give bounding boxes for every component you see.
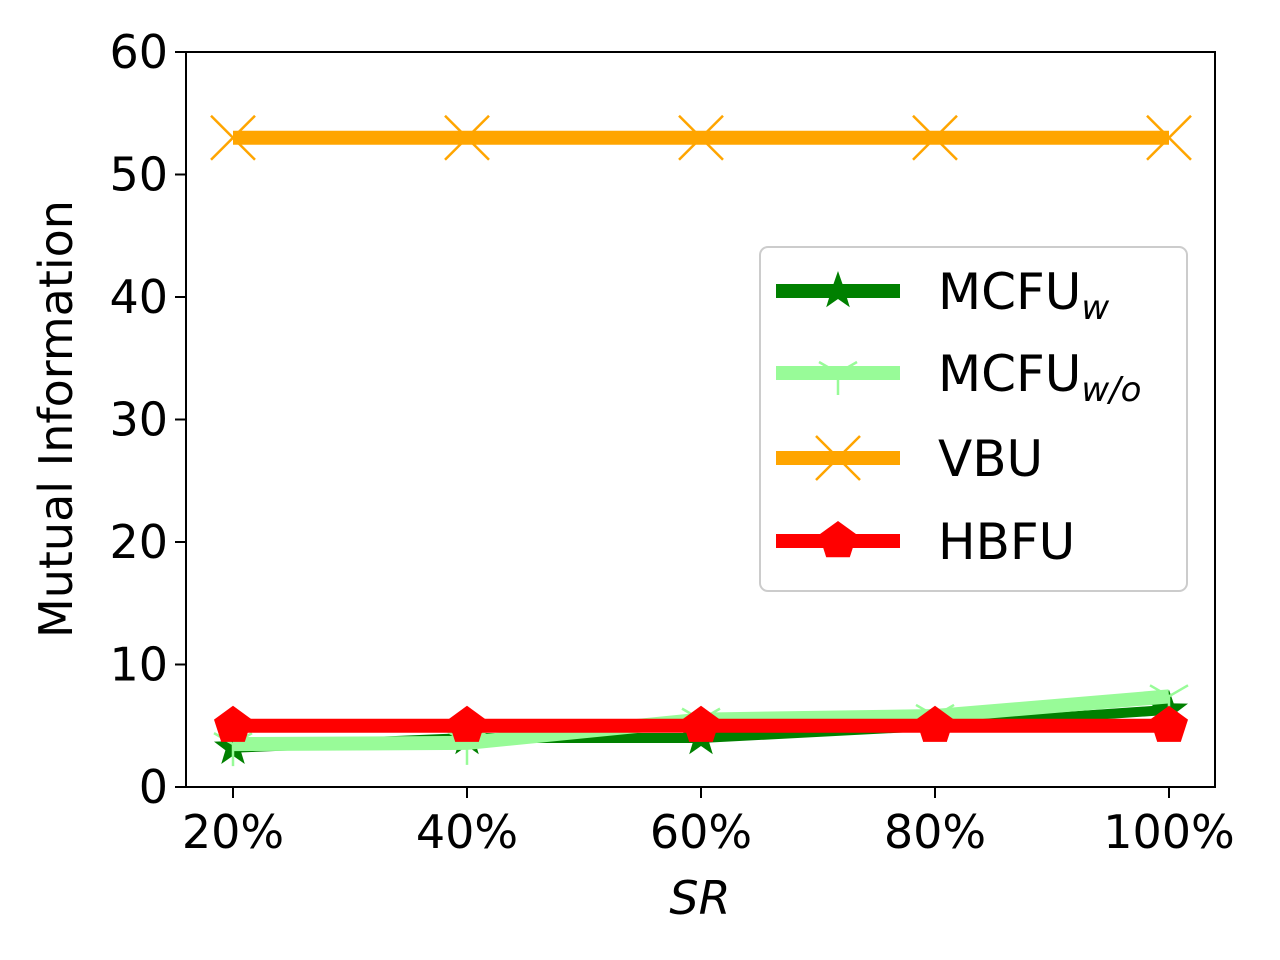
x-tick-label: 60% — [650, 805, 752, 859]
legend-box — [759, 246, 1188, 592]
y-tick-label: 10 — [109, 638, 168, 692]
y-tick-label: 0 — [139, 760, 168, 814]
x-axis: 20% 40% 60% 80% 100% — [182, 787, 1235, 859]
data-point-vbu — [678, 114, 724, 161]
legend-label: MCFUw — [938, 263, 1109, 328]
data-point-vbu — [444, 114, 490, 161]
data-point-hbfu — [448, 705, 486, 742]
legend-marker — [819, 521, 857, 558]
plot-frame — [185, 51, 1216, 788]
data-point-hbfu — [682, 705, 720, 742]
x-tick-label: 80% — [884, 805, 986, 859]
y-tick-label: 30 — [109, 393, 168, 447]
data-point-vbu — [1146, 114, 1192, 161]
legend-item-hbfu: HBFU — [776, 513, 1075, 571]
x-tick-label: 40% — [416, 805, 518, 859]
y-axis: 0 10 20 30 40 50 60 — [109, 25, 186, 814]
data-point-hbfu — [214, 705, 252, 742]
plot-series — [210, 114, 1192, 767]
x-tick-label: 100% — [1103, 805, 1235, 859]
legend-marker — [815, 435, 861, 481]
data-point-hbfu — [1150, 705, 1188, 742]
legend-marker — [818, 360, 858, 395]
x-axis-label: SR — [669, 871, 730, 925]
y-tick-label: 20 — [109, 515, 168, 569]
data-point-vbu — [912, 114, 958, 161]
legend-marker — [819, 271, 857, 308]
y-tick-label: 50 — [109, 148, 168, 202]
x-tick-label: 20% — [182, 805, 284, 859]
legend-label: HBFU — [938, 513, 1075, 571]
data-point-vbu — [210, 114, 256, 161]
legend-label: VBU — [938, 430, 1043, 488]
legend-item-mcfu-w: MCFUw — [776, 263, 1109, 328]
data-point-hbfu — [916, 705, 954, 742]
y-axis-label: Mutual Information — [29, 200, 83, 638]
y-tick-label: 40 — [109, 270, 168, 324]
y-tick-label: 60 — [109, 25, 168, 79]
legend-item-vbu: VBU — [776, 430, 1043, 488]
series-vbu — [210, 114, 1192, 161]
series-hbfu — [214, 705, 1188, 742]
